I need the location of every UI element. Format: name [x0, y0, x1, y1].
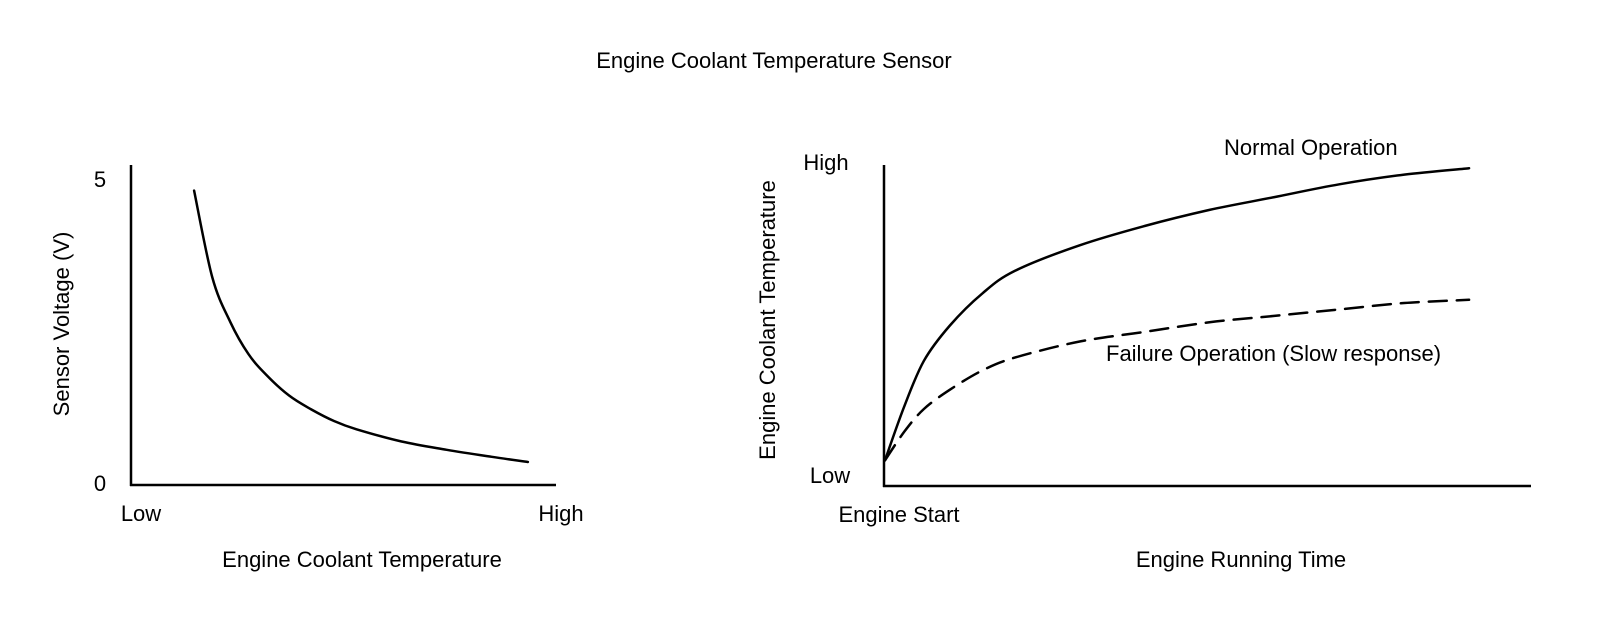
temperature-chart-y-axis-label: Engine Coolant Temperature	[755, 180, 780, 460]
temperature-chart-series-layer	[883, 166, 1471, 462]
voltage-chart-series-layer	[192, 189, 530, 464]
temperature-chart-y-tick-high: High	[803, 150, 848, 175]
temperature-chart-x-tick-engine-start: Engine Start	[838, 502, 959, 527]
temperature-chart-series-line-2	[883, 298, 1471, 462]
voltage-chart-y-tick-max: 5	[94, 167, 106, 192]
voltage-chart-y-tick-min: 0	[94, 471, 106, 496]
voltage-chart-series-line-1	[192, 189, 530, 464]
temperature-chart-y-tick-low: Low	[810, 463, 850, 488]
voltage-chart-x-tick-high: High	[538, 501, 583, 526]
series-label-failure-operation: Failure Operation (Slow response)	[1106, 341, 1441, 366]
voltage-chart-x-tick-low: Low	[121, 501, 161, 526]
series-label-normal-operation: Normal Operation	[1224, 135, 1398, 160]
figure-title: Engine Coolant Temperature Sensor	[596, 48, 951, 73]
temperature-chart-series-line-1	[883, 166, 1471, 462]
voltage-chart-x-axis-label: Engine Coolant Temperature	[222, 547, 502, 572]
voltage-chart: 5 0 Low High Engine Coolant Temperature …	[49, 165, 584, 572]
temperature-chart-x-axis-label: Engine Running Time	[1136, 547, 1346, 572]
temperature-chart: High Low Engine Start Engine Running Tim…	[755, 135, 1531, 572]
voltage-chart-y-axis-label: Sensor Voltage (V)	[49, 232, 74, 417]
